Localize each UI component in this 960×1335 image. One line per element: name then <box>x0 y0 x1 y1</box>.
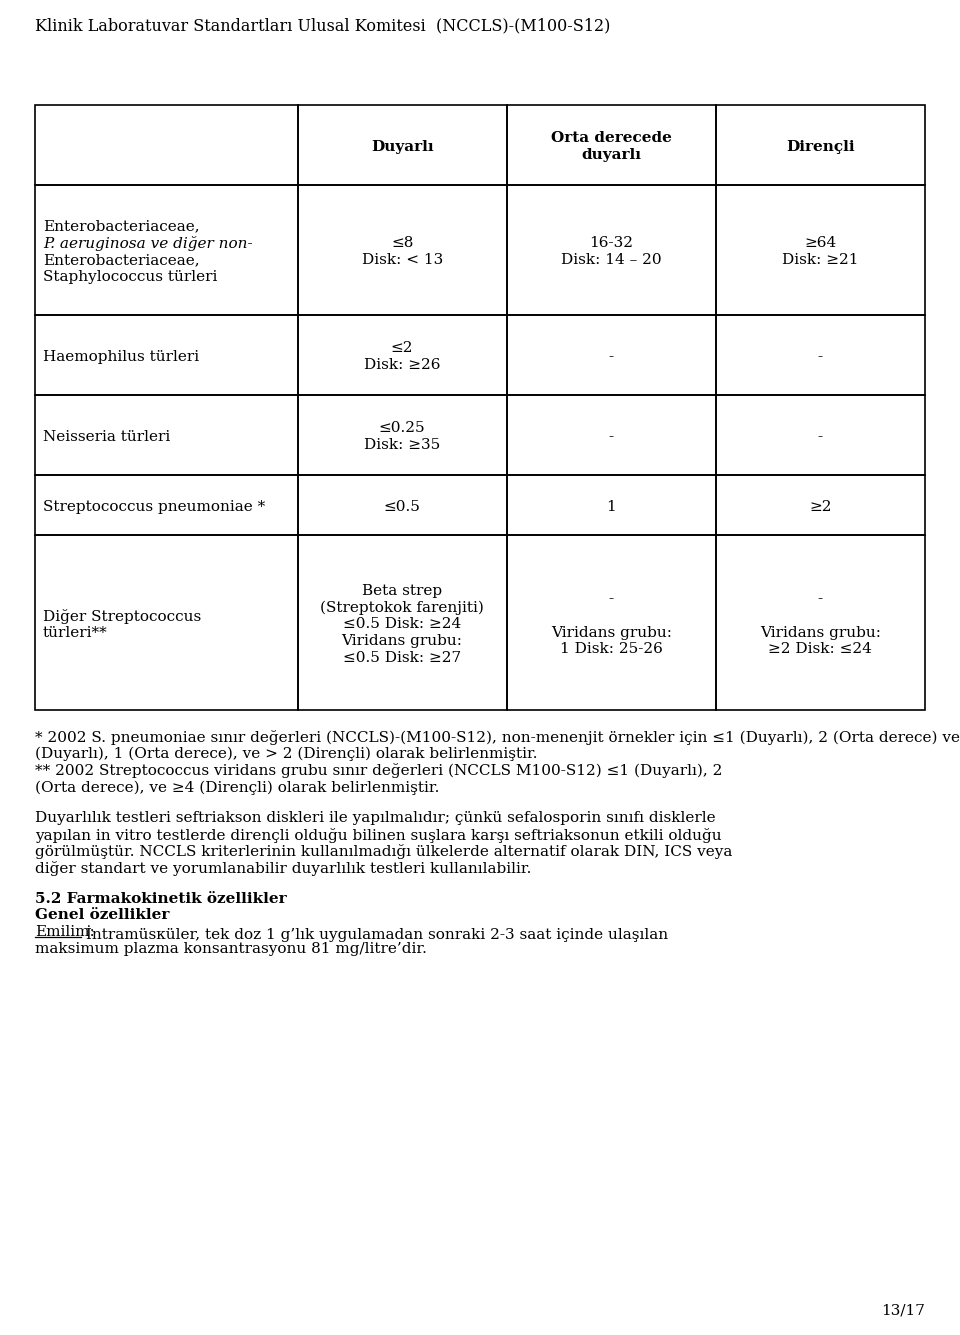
Text: Duyarlı: Duyarlı <box>371 140 433 154</box>
Text: ≤0.5: ≤0.5 <box>384 499 420 514</box>
Text: Streptococcus pneumoniae *: Streptococcus pneumoniae * <box>43 499 265 514</box>
Text: Disk: 14 – 20: Disk: 14 – 20 <box>561 254 661 267</box>
Text: ≥2 Disk: ≤24: ≥2 Disk: ≤24 <box>769 642 873 657</box>
Text: Orta derecede: Orta derecede <box>551 131 672 146</box>
Text: 13/17: 13/17 <box>881 1303 925 1318</box>
Text: (Streptokok farenjiti): (Streptokok farenjiti) <box>321 601 484 615</box>
Text: -: - <box>818 430 823 443</box>
Text: 5.2 Farmakokinetik özellikler: 5.2 Farmakokinetik özellikler <box>35 892 287 905</box>
Text: Disk: ≥26: Disk: ≥26 <box>364 358 441 372</box>
Bar <box>298 315 507 395</box>
Bar <box>507 186 716 315</box>
Text: ≤2: ≤2 <box>391 342 414 355</box>
Bar <box>298 535 507 710</box>
Text: ≤0.5 Disk: ≥24: ≤0.5 Disk: ≥24 <box>343 617 461 631</box>
Text: Enterobacteriaceae,: Enterobacteriaceae, <box>43 254 200 267</box>
Bar <box>35 475 298 535</box>
Bar <box>35 186 298 315</box>
Text: (Duyarlı), 1 (Orta derece), ve > 2 (Dirençli) olarak belirlenmiştir.: (Duyarlı), 1 (Orta derece), ve > 2 (Dire… <box>35 746 538 761</box>
Bar <box>716 105 925 186</box>
Text: -: - <box>609 591 613 606</box>
Text: Dirençli: Dirençli <box>786 140 854 154</box>
Text: Beta strep: Beta strep <box>362 583 443 598</box>
Text: İntramüsкüler, tek doz 1 g’lık uygulamadan sonraki 2-3 saat içinde ulaşılan: İntramüsкüler, tek doz 1 g’lık uygulamad… <box>81 925 668 943</box>
Text: -: - <box>609 430 613 443</box>
Bar <box>35 535 298 710</box>
Text: Disk: ≥21: Disk: ≥21 <box>782 254 858 267</box>
Text: Diğer Streptococcus: Diğer Streptococcus <box>43 609 202 623</box>
Text: Duyarlılık testleri seftriakson diskleri ile yapılmalıdır; çünkü sefalosporin sı: Duyarlılık testleri seftriakson diskleri… <box>35 810 715 825</box>
Text: * 2002 S. pneumoniae sınır değerleri (NCCLS)-(M100-S12), non-menenjit örnekler i: * 2002 S. pneumoniae sınır değerleri (NC… <box>35 730 960 745</box>
Text: -: - <box>818 350 823 363</box>
Text: ** 2002 Streptococcus viridans grubu sınır değerleri (NCCLS M100-S12) ≤1 (Duyarl: ** 2002 Streptococcus viridans grubu sın… <box>35 764 722 778</box>
Text: Disk: ≥35: Disk: ≥35 <box>364 438 441 453</box>
Bar <box>716 475 925 535</box>
Text: Neisseria türleri: Neisseria türleri <box>43 430 170 443</box>
Bar <box>35 395 298 475</box>
Text: Enterobacteriaceae,: Enterobacteriaceae, <box>43 219 200 234</box>
Bar <box>35 315 298 395</box>
Bar <box>298 186 507 315</box>
Bar <box>716 315 925 395</box>
Bar <box>507 475 716 535</box>
Text: ≥2: ≥2 <box>809 499 831 514</box>
Bar <box>298 105 507 186</box>
Text: Emilim:: Emilim: <box>35 925 95 940</box>
Text: Disk: < 13: Disk: < 13 <box>362 254 443 267</box>
Text: diğer standart ve yorumlanabilir duyarlılık testleri kullanılabilir.: diğer standart ve yorumlanabilir duyarlı… <box>35 861 532 876</box>
Text: Viridans grubu:: Viridans grubu: <box>551 626 672 639</box>
Text: duyarlı: duyarlı <box>581 148 641 162</box>
Text: Haemophilus türleri: Haemophilus türleri <box>43 350 199 363</box>
Text: 1: 1 <box>607 499 616 514</box>
Text: yapılan in vitro testlerde dirençli olduğu bilinen suşlara karşı seftriaksonun e: yapılan in vitro testlerde dirençli oldu… <box>35 828 722 842</box>
Text: P. aeruginosa ve diğer non-: P. aeruginosa ve diğer non- <box>43 236 252 251</box>
Bar <box>298 475 507 535</box>
Text: ≤8: ≤8 <box>391 236 414 250</box>
Bar <box>716 395 925 475</box>
Text: türleri**: türleri** <box>43 626 108 639</box>
Text: Klinik Laboratuvar Standartları Ulusal Komitesi  (NCCLS)-(M100-S12): Klinik Laboratuvar Standartları Ulusal K… <box>35 17 611 33</box>
Text: ≤0.25: ≤0.25 <box>379 422 425 435</box>
Text: -: - <box>609 350 613 363</box>
Bar <box>298 395 507 475</box>
Text: ≥64: ≥64 <box>804 236 836 250</box>
Text: ≤0.5 Disk: ≥27: ≤0.5 Disk: ≥27 <box>343 650 461 665</box>
Text: 16-32: 16-32 <box>589 236 634 250</box>
Text: Viridans grubu:: Viridans grubu: <box>760 626 881 639</box>
Bar <box>716 535 925 710</box>
Bar <box>507 535 716 710</box>
Text: Staphylococcus türleri: Staphylococcus türleri <box>43 270 217 284</box>
Bar <box>507 315 716 395</box>
Bar <box>716 186 925 315</box>
Bar <box>35 105 298 186</box>
Text: Viridans grubu:: Viridans grubu: <box>342 634 463 647</box>
Text: 1 Disk: 25-26: 1 Disk: 25-26 <box>560 642 662 657</box>
Text: Genel özellikler: Genel özellikler <box>35 909 169 922</box>
Bar <box>507 395 716 475</box>
Text: -: - <box>818 591 823 606</box>
Text: maksimum plazma konsantrasyonu 81 mg/litre’dir.: maksimum plazma konsantrasyonu 81 mg/lit… <box>35 943 427 956</box>
Text: görülmüştür. NCCLS kriterlerinin kullanılmadığı ülkelerde alternatif olarak DIN,: görülmüştür. NCCLS kriterlerinin kullanı… <box>35 844 732 860</box>
Text: (Orta derece), ve ≥4 (Dirençli) olarak belirlenmiştir.: (Orta derece), ve ≥4 (Dirençli) olarak b… <box>35 780 440 794</box>
Bar <box>507 105 716 186</box>
